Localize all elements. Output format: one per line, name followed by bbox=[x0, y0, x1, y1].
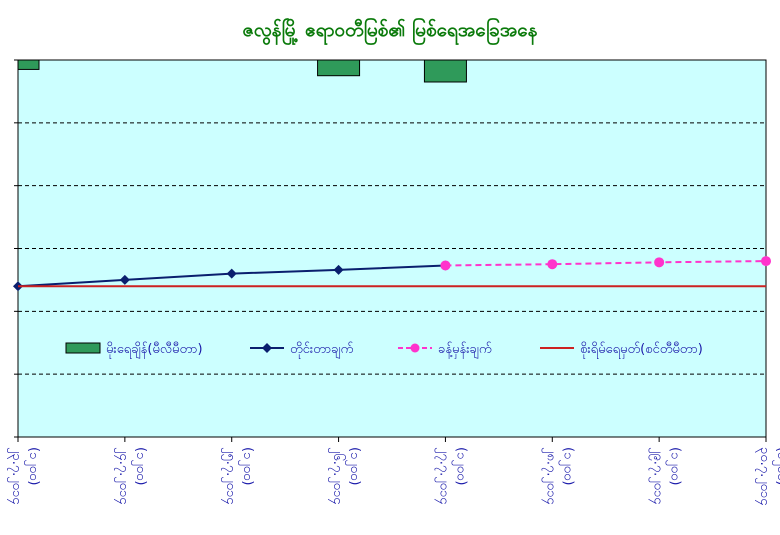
legend-label: ခန့်မှန်းချက် bbox=[438, 341, 492, 359]
observed-point bbox=[333, 264, 344, 275]
x-tick-label-line: (၁၂၀၀) bbox=[24, 447, 41, 485]
x-tick-label-line: ၃၀.၇.၂၀၁၄ bbox=[755, 447, 772, 506]
forecast-line bbox=[445, 260, 767, 267]
legend-marker bbox=[410, 343, 420, 353]
forecast-point bbox=[761, 256, 771, 267]
x-tick-label: ၂၄.၇.၂၀၁၄ (၁၂၀၀) bbox=[114, 447, 148, 505]
x-tick-label-line: (၁၂၀၀) bbox=[772, 447, 780, 485]
x-tick-label-line: ၂၃.၇.၂၀၁၄ bbox=[7, 447, 24, 505]
x-tick-label-line: (၁၂၀၀) bbox=[131, 447, 148, 485]
x-tick-label: ၂၅.၇.၂၀၁၄ (၁၂၀၀) bbox=[221, 447, 255, 505]
x-tick-label-line: ၂၅.၇.၂၀၁၄ bbox=[221, 447, 238, 505]
x-tick-label: ၂၉.၇.၂၀၁၄ (၁၂၀၀) bbox=[648, 447, 682, 505]
x-tick-label-line: ၂၆.၇.၂၀၁၄ bbox=[328, 447, 346, 505]
rainfall-bar bbox=[423, 59, 467, 83]
bar-series bbox=[17, 59, 467, 83]
x-tick-label-line: (၁၂၀၀) bbox=[558, 447, 575, 485]
x-tick-label: ၃၀.၇.၂၀၁၄ (၁၂၀၀) bbox=[755, 447, 780, 506]
forecast-point bbox=[654, 257, 665, 268]
x-tick-label: ၂၆.၇.၂၀၁၄ (၁၂၀၀) bbox=[328, 447, 362, 505]
forecast-point bbox=[547, 259, 558, 270]
legend: မိုးရေချိန်(မီလီမီတာ) တိုင်းတာချက် ခန့်မှန… bbox=[65, 341, 703, 359]
rainfall-bar bbox=[317, 59, 361, 77]
x-tick-label: ၂၃.၇.၂၀၁၄ (၁၂၀၀) bbox=[7, 447, 41, 505]
x-tick-label-line: (၁၂၀၀) bbox=[238, 447, 255, 485]
x-tick-label-line: ၂၉.၇.၂၀၁၄ bbox=[648, 447, 665, 505]
legend-item: ခန့်မှန်းချက် bbox=[398, 341, 492, 359]
x-axis-labels: ၂၃.၇.၂၀၁၄ (၁၂၀၀) ၂၄.၇.၂၀၁၄ (၁၂၀၀) ၂၅.၇.၂၀၁၄(… bbox=[7, 437, 780, 506]
legend-label: တိုင်းတာချက် bbox=[290, 341, 354, 359]
x-tick-label-line: ၂၈.၇.၂၀၁၄ bbox=[541, 447, 558, 505]
gridlines bbox=[18, 122, 766, 375]
x-tick-label-line: (၁၂၀၀) bbox=[452, 447, 469, 485]
line-series bbox=[13, 256, 771, 292]
legend-label: မိုးရေချိန်(မီလီမီတာ) bbox=[106, 341, 203, 359]
x-tick-label-line: (၁၂၀၀) bbox=[345, 447, 362, 485]
rainfall-bar bbox=[17, 59, 40, 70]
legend-item: စိုးရိမ်ရေမှတ်(စင်တီမီတာ) bbox=[540, 341, 703, 359]
legend-item: မိုးရေချိန်(မီလီမီတာ) bbox=[65, 341, 203, 359]
x-tick-label-line: ၂၇.၇.၂၀၁၄ bbox=[435, 447, 452, 505]
forecast-point bbox=[440, 260, 451, 271]
y-axis-ticks bbox=[14, 59, 18, 438]
observed-point bbox=[119, 274, 130, 285]
legend-marker bbox=[262, 343, 272, 353]
x-tick-label-line: (၁၂၀၀) bbox=[665, 447, 682, 485]
observed-point bbox=[226, 268, 237, 279]
x-tick-label: ၂၇.၇.၂၀၁၄ (၁၂၀၀) bbox=[435, 447, 469, 505]
legend-item: တိုင်းတာချက် bbox=[250, 341, 354, 359]
x-tick-label-line: ၂၄.၇.၂၀၁၄ bbox=[114, 447, 131, 505]
legend-swatch-bar bbox=[65, 342, 101, 354]
legend-label: စိုးရိမ်ရေမှတ်(စင်တီမီတာ) bbox=[580, 341, 703, 359]
x-tick-label: ၂၈.၇.၂၀၁၄ (၁၂၀၀) bbox=[541, 447, 575, 505]
chart-title: ဇလွန်မြို့ ဧရာဝတီမြစ်၏ မြစ်ရေအခြေအနေ bbox=[242, 19, 538, 41]
